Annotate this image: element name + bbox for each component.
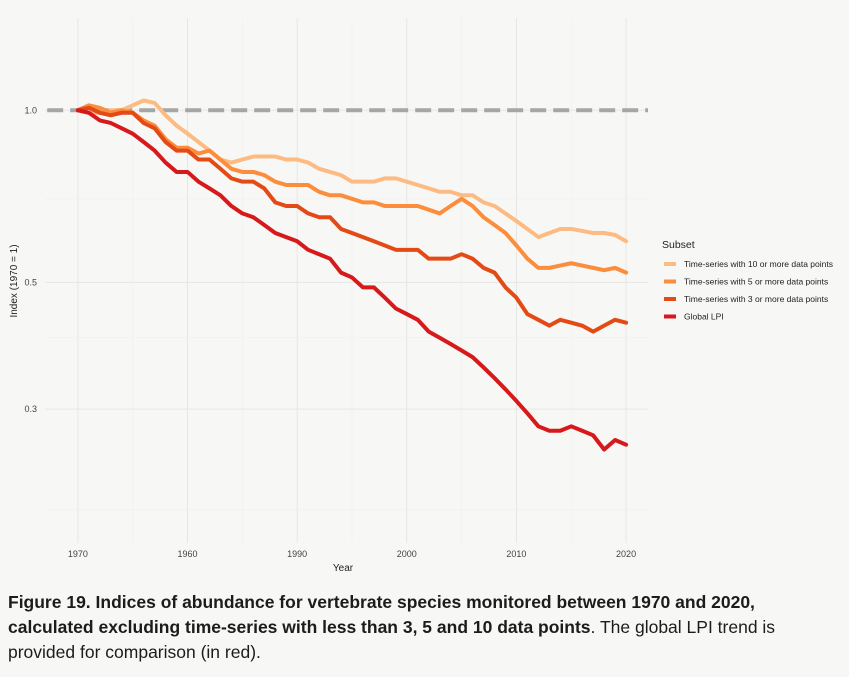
legend-key-4 (664, 314, 676, 319)
y-tick-label: 0.3 (24, 404, 37, 414)
axis-ticks: 1970 1960 1990 2000 2010 2020 1.0 0.5 0.3 (24, 105, 636, 559)
chart: 1970 1960 1990 2000 2010 2020 1.0 0.5 0.3 Year I… (9, 18, 833, 574)
legend-key-3 (664, 297, 676, 301)
x-tick-label: 2020 (616, 549, 636, 559)
legend-label-4: Global LPI (684, 312, 724, 322)
legend-label-1: Time-series with 10 or more data points (684, 259, 833, 269)
legend: Subset Time-series with 10 or more data … (662, 239, 833, 322)
legend-label-3: Time-series with 3 or more data points (684, 294, 828, 304)
y-tick-label: 0.5 (24, 277, 37, 287)
grid (45, 18, 648, 543)
series-line-1 (75, 98, 629, 244)
series-line-4 (75, 108, 629, 452)
x-axis-title: Year (333, 563, 354, 574)
series-line-2 (75, 103, 629, 275)
x-tick-label: 1990 (287, 549, 307, 559)
legend-label-2: Time-series with 5 or more data points (684, 277, 828, 287)
x-tick-label: 1970 (68, 549, 88, 559)
caption-bold: Figure 19. Indices of abundance for vert… (8, 592, 755, 637)
legend-key-2 (664, 279, 676, 284)
y-tick-label: 1.0 (24, 105, 37, 115)
caption-rest: . The global LPI trend is provided for c… (8, 617, 776, 662)
y-axis-title: Index (1970 = 1) (9, 244, 20, 317)
x-tick-label: 2010 (506, 549, 526, 559)
x-tick-label: 2000 (397, 549, 417, 559)
series-lines (75, 98, 629, 452)
figure-caption: Figure 19. Indices of abundance for vert… (8, 590, 844, 665)
legend-key-1 (664, 262, 676, 266)
series-line-3 (75, 105, 629, 334)
legend-title: Subset (662, 239, 695, 251)
x-tick-label: 1960 (178, 549, 198, 559)
